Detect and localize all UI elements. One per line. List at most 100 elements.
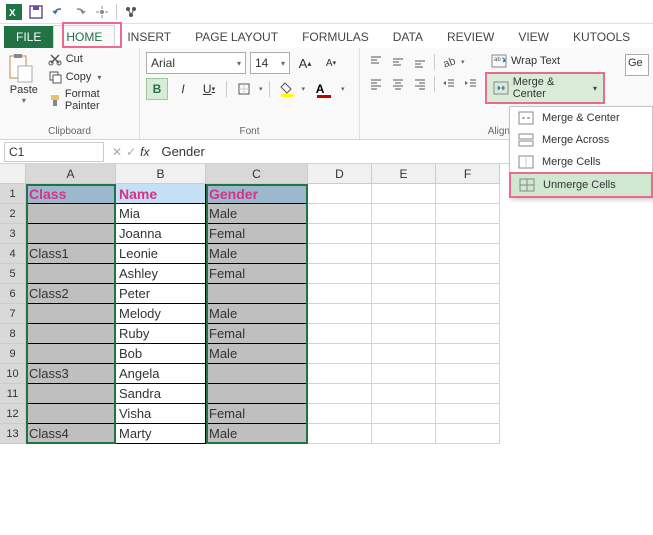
borders-button[interactable]: [233, 78, 255, 100]
cell[interactable]: [26, 204, 116, 224]
cell[interactable]: Bob: [116, 344, 206, 364]
row-header[interactable]: 10: [0, 364, 26, 384]
cell[interactable]: [26, 304, 116, 324]
cell[interactable]: Class4: [26, 424, 116, 444]
cell[interactable]: Angela: [116, 364, 206, 384]
row-header[interactable]: 8: [0, 324, 26, 344]
font-name-combo[interactable]: Arial▾: [146, 52, 246, 74]
decrease-indent-icon[interactable]: [439, 74, 459, 94]
cell[interactable]: [436, 184, 500, 204]
cut-button[interactable]: Cut: [48, 52, 133, 66]
cell[interactable]: Joanna: [116, 224, 206, 244]
italic-button[interactable]: I: [172, 78, 194, 100]
cell[interactable]: [372, 244, 436, 264]
cell[interactable]: [372, 404, 436, 424]
cell[interactable]: [372, 324, 436, 344]
cell[interactable]: [308, 264, 372, 284]
excel-icon[interactable]: X: [4, 2, 24, 22]
row-header[interactable]: 5: [0, 264, 26, 284]
cell[interactable]: [308, 244, 372, 264]
cell[interactable]: Class3: [26, 364, 116, 384]
align-middle-icon[interactable]: [388, 52, 408, 72]
orientation-icon[interactable]: ab: [439, 52, 459, 72]
font-size-combo[interactable]: 14▾: [250, 52, 290, 74]
cell[interactable]: [372, 344, 436, 364]
cell[interactable]: [372, 364, 436, 384]
increase-font-icon[interactable]: A▴: [294, 52, 316, 74]
cell[interactable]: [308, 404, 372, 424]
cell[interactable]: Class: [26, 184, 116, 204]
tab-review[interactable]: REVIEW: [435, 26, 506, 48]
cell[interactable]: [26, 264, 116, 284]
select-all-corner[interactable]: [0, 164, 26, 184]
cell[interactable]: Marty: [116, 424, 206, 444]
cell[interactable]: [308, 424, 372, 444]
row-header[interactable]: 7: [0, 304, 26, 324]
cell[interactable]: [206, 284, 308, 304]
col-header-b[interactable]: B: [116, 164, 206, 184]
cell[interactable]: [206, 364, 308, 384]
cell[interactable]: Ashley: [116, 264, 206, 284]
cell[interactable]: [436, 324, 500, 344]
tab-home[interactable]: HOME: [53, 25, 115, 48]
paste-button[interactable]: Paste ▾: [6, 52, 42, 112]
align-right-icon[interactable]: [410, 74, 430, 94]
cancel-formula-icon[interactable]: ✕: [112, 145, 122, 159]
cell[interactable]: [308, 324, 372, 344]
name-box[interactable]: C1: [4, 142, 104, 162]
cell[interactable]: Gender: [206, 184, 308, 204]
cell[interactable]: [436, 424, 500, 444]
cell[interactable]: [436, 284, 500, 304]
cell[interactable]: Male: [206, 424, 308, 444]
tab-view[interactable]: VIEW: [506, 26, 561, 48]
cell[interactable]: [436, 224, 500, 244]
cell[interactable]: Male: [206, 204, 308, 224]
cell[interactable]: [308, 184, 372, 204]
merge-across-item[interactable]: Merge Across: [510, 129, 652, 151]
cell[interactable]: [308, 384, 372, 404]
cell[interactable]: [308, 224, 372, 244]
underline-button[interactable]: U▾: [198, 78, 220, 100]
cell[interactable]: Femal: [206, 224, 308, 244]
copy-button[interactable]: Copy▾: [48, 70, 133, 84]
cell[interactable]: [372, 184, 436, 204]
align-left-icon[interactable]: [366, 74, 386, 94]
tab-page-layout[interactable]: PAGE LAYOUT: [183, 26, 290, 48]
tab-insert[interactable]: INSERT: [115, 26, 183, 48]
cell[interactable]: [372, 304, 436, 324]
cell[interactable]: Male: [206, 304, 308, 324]
row-header[interactable]: 4: [0, 244, 26, 264]
redo-icon[interactable]: [70, 2, 90, 22]
cell[interactable]: Mia: [116, 204, 206, 224]
cell[interactable]: [372, 424, 436, 444]
cell[interactable]: [372, 204, 436, 224]
bold-button[interactable]: B: [146, 78, 168, 100]
tab-formulas[interactable]: FORMULAS: [290, 26, 381, 48]
decrease-font-icon[interactable]: A▾: [320, 52, 342, 74]
row-header[interactable]: 12: [0, 404, 26, 424]
cell[interactable]: [26, 404, 116, 424]
format-painter-button[interactable]: Format Painter: [48, 88, 133, 112]
row-header[interactable]: 1: [0, 184, 26, 204]
cell[interactable]: [26, 344, 116, 364]
cell[interactable]: [26, 324, 116, 344]
cell[interactable]: Peter: [116, 284, 206, 304]
cell[interactable]: [308, 304, 372, 324]
cell[interactable]: Leonie: [116, 244, 206, 264]
col-header-d[interactable]: D: [308, 164, 372, 184]
cell[interactable]: [372, 264, 436, 284]
cell[interactable]: [26, 384, 116, 404]
cell[interactable]: [436, 364, 500, 384]
undo-icon[interactable]: [48, 2, 68, 22]
row-header[interactable]: 13: [0, 424, 26, 444]
row-header[interactable]: 3: [0, 224, 26, 244]
truncated-number-group[interactable]: Ge: [625, 54, 649, 76]
cell[interactable]: Femal: [206, 324, 308, 344]
cell[interactable]: [436, 264, 500, 284]
cell[interactable]: [308, 284, 372, 304]
align-bottom-icon[interactable]: [410, 52, 430, 72]
row-header[interactable]: 9: [0, 344, 26, 364]
cell[interactable]: Visha: [116, 404, 206, 424]
cell[interactable]: Name: [116, 184, 206, 204]
row-header[interactable]: 6: [0, 284, 26, 304]
